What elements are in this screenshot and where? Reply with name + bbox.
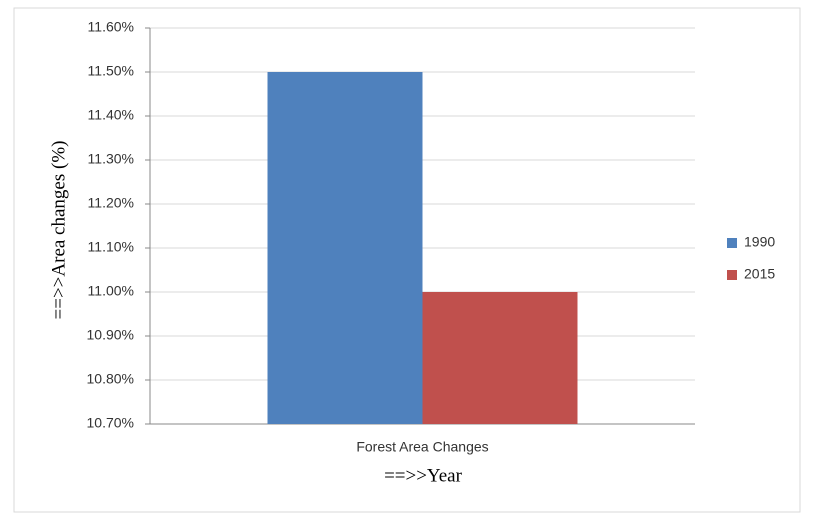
legend-swatch [727,270,737,280]
y-tick-label: 10.90% [87,327,134,343]
y-tick-label: 11.10% [88,239,134,255]
legend-label: 2015 [744,266,775,282]
bar [422,292,578,424]
y-tick-label: 11.30% [88,151,134,167]
y-tick-label: 11.20% [88,195,134,211]
y-axis-title: ==>>Area changes (%) [48,141,69,320]
y-tick-label: 10.80% [87,371,134,387]
x-axis-title: ==>>Year [384,465,463,486]
bar [267,72,423,424]
y-tick-label: 11.40% [88,107,134,123]
legend-label: 1990 [744,234,775,250]
legend-swatch [727,238,737,248]
y-tick-label: 11.60% [88,19,134,35]
x-tick-label: Forest Area Changes [356,439,488,455]
y-tick-label: 11.00% [88,283,134,299]
y-tick-label: 10.70% [87,415,134,431]
y-tick-label: 11.50% [88,63,134,79]
